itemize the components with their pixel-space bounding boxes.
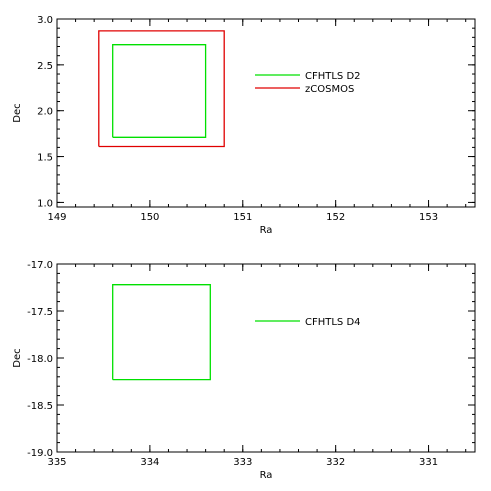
chart-panel-2: 335 334 333 332 331 -19.0 -18.5 -18.0 -17.5 -17.0… bbox=[12, 260, 476, 481]
y-tick-label: 1.0 bbox=[37, 198, 53, 209]
legend-label: CFHTLS D2 bbox=[305, 71, 361, 82]
series-line-zcosmos bbox=[98, 30, 225, 148]
series-line-cfhtls-d4 bbox=[112, 284, 211, 381]
x-tick-label: 332 bbox=[326, 457, 345, 468]
x-tick-label: 335 bbox=[47, 457, 66, 468]
y-axis-label: Dec bbox=[12, 103, 23, 122]
x-axis-label: Ra bbox=[260, 225, 273, 236]
y-axis-label: Dec bbox=[12, 348, 23, 367]
x-tick-label: 149 bbox=[47, 212, 66, 223]
x-tick-label: 153 bbox=[419, 212, 438, 223]
legend-label: CFHTLS D4 bbox=[305, 317, 361, 328]
x-axis-label: Ra bbox=[260, 470, 273, 481]
y-tick-label: -18.0 bbox=[27, 354, 53, 365]
plot-frame bbox=[56, 18, 476, 208]
y-tick-label: -18.5 bbox=[27, 401, 53, 412]
y-tick-label: -19.0 bbox=[27, 448, 53, 459]
plot-frame bbox=[56, 263, 476, 453]
x-tick-label: 151 bbox=[233, 212, 252, 223]
y-tick-label: -17.5 bbox=[27, 307, 53, 318]
y-tick-label: 3.0 bbox=[37, 15, 53, 26]
y-tick-label: -17.0 bbox=[27, 260, 53, 271]
y-tick-label: 1.5 bbox=[37, 153, 53, 164]
x-tick-label: 333 bbox=[233, 457, 252, 468]
y-tick-label: 2.0 bbox=[37, 107, 53, 118]
x-tick-label: 150 bbox=[140, 212, 159, 223]
y-tick-label: 2.5 bbox=[37, 61, 53, 72]
series-line-cfhtls-d2 bbox=[112, 44, 207, 138]
legend-label: zCOSMOS bbox=[305, 84, 354, 95]
chart-panel-1: 149 150 151 152 153 1.0 1.5 2.0 2.5 3.0 Ra Dec CFHTL… bbox=[12, 15, 476, 236]
x-tick-label: 331 bbox=[419, 457, 438, 468]
x-tick-label: 152 bbox=[326, 212, 345, 223]
x-tick-label: 334 bbox=[140, 457, 159, 468]
